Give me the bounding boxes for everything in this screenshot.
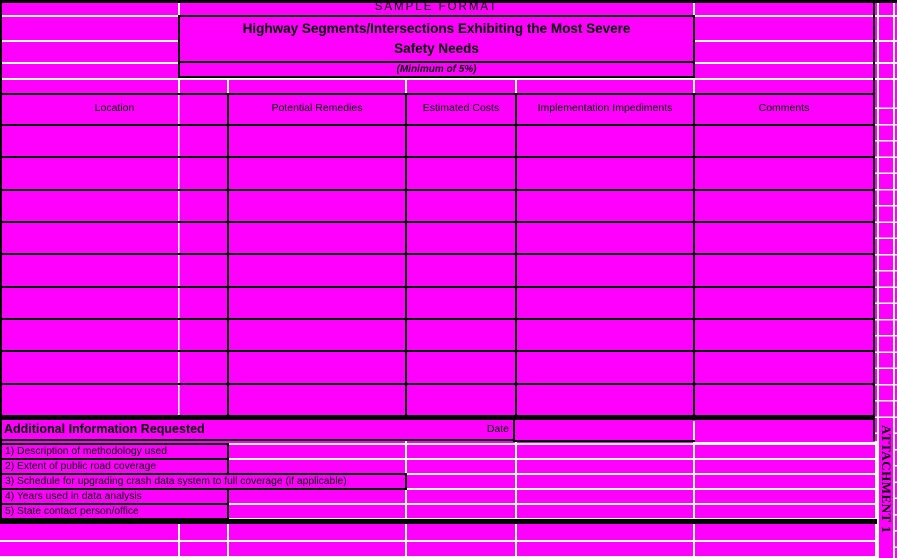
main-table: Location Potential Remedies Estimated Co… (0, 93, 875, 417)
table-cell[interactable] (515, 352, 693, 383)
table-cell[interactable] (515, 126, 693, 157)
table-cell[interactable] (693, 190, 873, 221)
column-header-estimated-costs: Estimated Costs (405, 95, 515, 124)
table-cell[interactable] (2, 191, 227, 221)
additional-info-heading: Additional Information Requested (4, 422, 205, 436)
table-cell[interactable] (693, 158, 873, 189)
table-cell[interactable] (515, 190, 693, 221)
table-cell[interactable] (2, 255, 227, 285)
table-cell[interactable] (2, 352, 227, 382)
table-row (2, 156, 873, 189)
column-header-location: Location (94, 102, 135, 114)
sample-format-label: SAMPLE FORMAT (374, 1, 499, 13)
table-cell[interactable] (515, 287, 693, 318)
table-cell[interactable] (2, 223, 227, 253)
table-cell[interactable] (405, 384, 515, 415)
column-header-potential-remedies: Potential Remedies (227, 95, 405, 124)
table-row (2, 220, 873, 254)
table-row (2, 317, 873, 351)
table-cell[interactable] (693, 126, 873, 157)
table-cell[interactable] (693, 384, 873, 415)
table-cell[interactable] (2, 158, 227, 188)
title-divider (180, 61, 693, 63)
table-cell[interactable] (405, 158, 515, 189)
table-row (2, 253, 873, 286)
table-cell[interactable] (405, 190, 515, 221)
table-row (2, 188, 873, 221)
table-cell[interactable] (693, 222, 873, 254)
table-row (2, 124, 873, 157)
table-cell[interactable] (405, 255, 515, 286)
table-cell[interactable] (2, 288, 227, 318)
table-cell[interactable] (227, 319, 405, 351)
column-header-implementation-impediments: Implementation Impediments (515, 95, 693, 124)
table-cell[interactable] (515, 255, 693, 286)
date-label: Date (486, 423, 509, 435)
date-fill-line[interactable] (513, 439, 695, 442)
table-cell[interactable] (2, 320, 227, 350)
page-title-line2: Safety Needs (394, 41, 479, 56)
table-cell[interactable] (405, 287, 515, 318)
title-subtitle: (Minimum of 5%) (396, 64, 477, 75)
table-cell[interactable] (693, 287, 873, 318)
table-cell[interactable] (515, 158, 693, 189)
table-cell[interactable] (227, 287, 405, 318)
column-header-comments: Comments (693, 95, 873, 124)
table-cell[interactable] (405, 126, 515, 157)
table-cell[interactable] (227, 222, 405, 254)
table-cell[interactable] (515, 222, 693, 254)
attachment-label: ATTACHMENT 1 (878, 425, 894, 534)
section-bottom-border (0, 519, 877, 524)
table-cell[interactable] (227, 158, 405, 189)
table-cell[interactable] (693, 352, 873, 383)
table-row (2, 285, 873, 318)
table-body (2, 124, 873, 415)
table-row (2, 350, 873, 383)
table-cell[interactable] (405, 352, 515, 383)
table-cell[interactable] (2, 385, 227, 415)
table-cell[interactable] (515, 384, 693, 415)
table-cell[interactable] (693, 255, 873, 286)
table-cell[interactable] (227, 190, 405, 221)
table-row (2, 382, 873, 415)
info-item-5: 5) State contact person/office (0, 503, 229, 520)
table-cell[interactable] (227, 384, 405, 415)
table-cell[interactable] (405, 319, 515, 351)
page-title-line1: Highway Segments/Intersections Exhibitin… (242, 21, 631, 36)
table-cell[interactable] (515, 319, 693, 351)
table-cell[interactable] (2, 126, 227, 156)
title-box: Highway Segments/Intersections Exhibitin… (178, 15, 695, 78)
table-cell[interactable] (227, 126, 405, 157)
table-header-row: Location Potential Remedies Estimated Co… (2, 95, 873, 124)
attachment-label-cell: ATTACHMENT 1 (878, 425, 894, 558)
table-cell[interactable] (693, 319, 873, 351)
table-cell[interactable] (227, 255, 405, 286)
table-cell[interactable] (227, 352, 405, 383)
table-cell[interactable] (405, 222, 515, 254)
